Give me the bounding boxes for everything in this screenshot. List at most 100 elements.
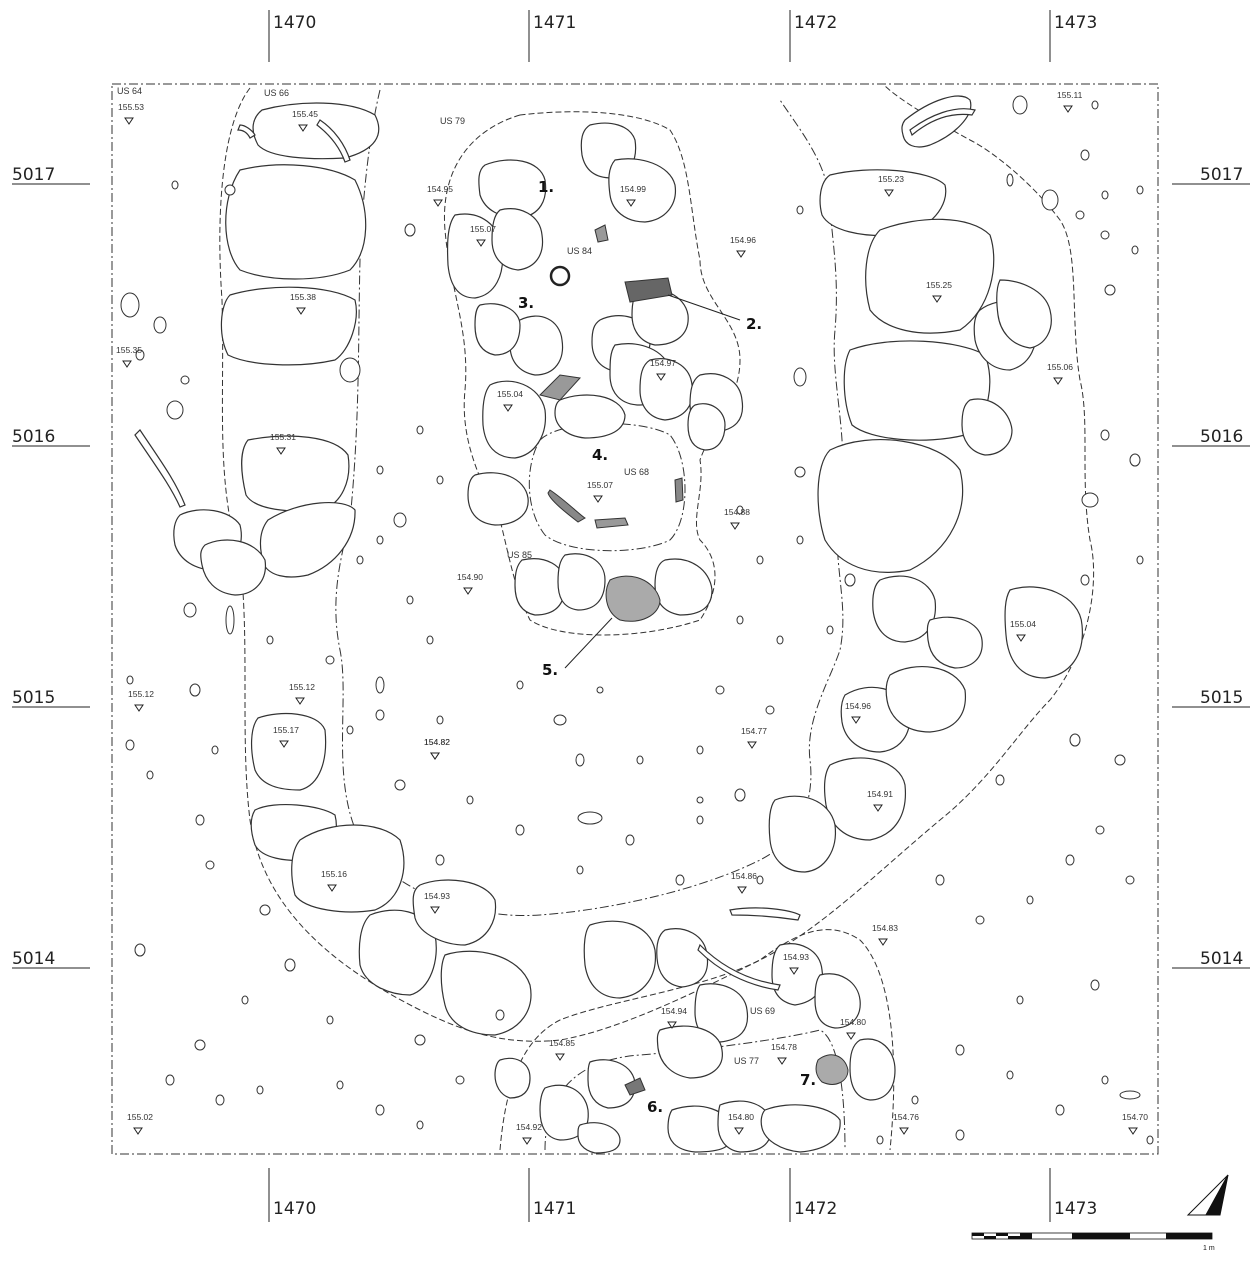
unit-label: US 79 — [440, 116, 465, 126]
find-label: 4. — [592, 446, 608, 464]
elevation-value: 154.93 — [424, 891, 450, 901]
elevation-value: 154.96 — [730, 235, 756, 245]
elevation-value: 155.04 — [497, 389, 523, 399]
grid-y-label: 5014 — [12, 949, 55, 969]
elevation-value: 155.17 — [273, 725, 299, 735]
elevation-triangle-icon — [789, 967, 799, 975]
elevation-value: 155.35 — [116, 345, 142, 355]
elevation-triangle-icon — [884, 189, 894, 197]
grid-y-label: 5016 — [1200, 427, 1243, 447]
elevation-value: 154.96 — [845, 701, 871, 711]
elevation-value: 154.82 — [424, 737, 450, 747]
grid-x-label: 1473 — [1054, 13, 1097, 33]
elevation-value: 155.11 — [1057, 90, 1083, 100]
elevation-triangle-icon — [298, 124, 308, 132]
grid-y-label: 5016 — [12, 427, 55, 447]
elevation-triangle-icon — [626, 199, 636, 207]
unit-label: US 85 — [507, 550, 532, 560]
grid-x-label: 1472 — [794, 1199, 837, 1219]
grid-y-labels-left: 5017 5016 5015 5014 — [12, 165, 55, 969]
unit-label: US 69 — [750, 1006, 775, 1016]
find-label: 2. — [746, 315, 762, 333]
elevation-triangle-icon — [133, 1127, 143, 1135]
elevation-triangle-icon — [463, 587, 473, 595]
elevation-value: 155.06 — [1047, 362, 1073, 372]
elevation-triangle-icon — [327, 884, 337, 892]
elevation-value: 155.02 — [127, 1112, 153, 1122]
elevation-value: 155.04 — [1010, 619, 1036, 629]
elevation-value: 155.12 — [128, 689, 154, 699]
elevation-triangle-icon — [1128, 1127, 1138, 1135]
grid-y-label: 5017 — [1200, 165, 1243, 185]
elevation-triangle-icon — [296, 307, 306, 315]
stones-outer-east — [768, 95, 1083, 873]
grid-x-label: 1471 — [533, 13, 576, 33]
elevation-triangle-icon — [851, 716, 861, 724]
elevation-triangle-icon — [122, 360, 132, 368]
elevation-triangle-icon — [476, 239, 486, 247]
elevation-value: 154.77 — [741, 726, 767, 736]
elevation-value: 155.25 — [926, 280, 952, 290]
grid-y-ticks — [12, 183, 1250, 969]
find-leaders — [564, 294, 741, 669]
grid-x-label: 1472 — [794, 13, 837, 33]
grid-y-labels-right: 5017 5016 5015 5014 — [1200, 165, 1243, 969]
elevation-triangle-icon — [522, 1137, 532, 1145]
elevation-triangle-icon — [736, 250, 746, 258]
find-label: 1. — [538, 178, 554, 196]
grid-x-label: 1471 — [533, 1199, 576, 1219]
pebbles — [120, 95, 1154, 1145]
unit-label: US 84 — [567, 246, 592, 256]
north-arrow-icon — [1186, 1174, 1229, 1216]
elevation-triangle-icon — [276, 447, 286, 455]
elevation-triangle-icon — [124, 117, 134, 125]
elevation-value: 154.85 — [549, 1038, 575, 1048]
elevation-value: 154.99 — [620, 184, 646, 194]
scale-label: 1 m — [1203, 1245, 1215, 1252]
elevation-triangle-icon — [846, 1032, 856, 1040]
grid-x-label: 1470 — [273, 13, 316, 33]
find-labels: 1. 2. 3. 4. 5. 6. 7. — [518, 178, 816, 1116]
elevation-value: 154.80 — [728, 1112, 754, 1122]
elevation-value: 154.78 — [771, 1042, 797, 1052]
grid-y-label: 5015 — [1200, 688, 1243, 708]
excavation-boundary — [111, 83, 1159, 1155]
elevation-value: 154.86 — [731, 871, 757, 881]
elevation-triangle-icon — [295, 697, 305, 705]
scale-bar: 1 m — [971, 1232, 1215, 1252]
elevation-value: 154.88 — [724, 507, 750, 517]
elevation-value: 155.07 — [587, 480, 613, 490]
elevation-value: 155.07 — [470, 224, 496, 234]
elevation-value: 154.97 — [650, 358, 676, 368]
finds-shapes — [539, 224, 849, 1096]
elevation-triangle-icon — [878, 938, 888, 946]
elevation-triangle-icon — [1053, 377, 1063, 385]
unit-label: US 68 — [624, 467, 649, 477]
elevation-triangle-icon — [656, 373, 666, 381]
elevation-triangle-icon — [593, 495, 603, 503]
find-label: 5. — [542, 661, 558, 679]
elevation-triangle-icon — [730, 522, 740, 530]
elevation-value: 155.12 — [289, 682, 315, 692]
elevation-value: 154.91 — [867, 789, 893, 799]
elevation-value: 154.70 — [1122, 1112, 1148, 1122]
elevation-value: 154.90 — [457, 572, 483, 582]
grid-y-label: 5015 — [12, 688, 55, 708]
elevation-triangle-icon — [737, 886, 747, 894]
grid-y-label: 5017 — [12, 165, 55, 185]
elevation-value: 154.95 — [427, 184, 453, 194]
elevation-triangle-icon — [503, 404, 513, 412]
elevation-triangle-icon — [932, 295, 942, 303]
find-label: 3. — [518, 294, 534, 312]
elevation-value: 155.53 — [118, 102, 144, 112]
elevation-triangle-icon — [279, 740, 289, 748]
elevation-triangle-icon — [873, 804, 883, 812]
elevation-triangle-icon — [747, 741, 757, 749]
elevation-triangle-icon — [430, 906, 440, 914]
elevation-value: 155.16 — [321, 869, 347, 879]
unit-label: US 64 — [117, 86, 142, 96]
elevation-triangle-icon — [734, 1127, 744, 1135]
grid-x-labels-top: 1470 1471 1472 1473 — [273, 13, 1097, 33]
elevation-value: 154.94 — [661, 1006, 687, 1016]
